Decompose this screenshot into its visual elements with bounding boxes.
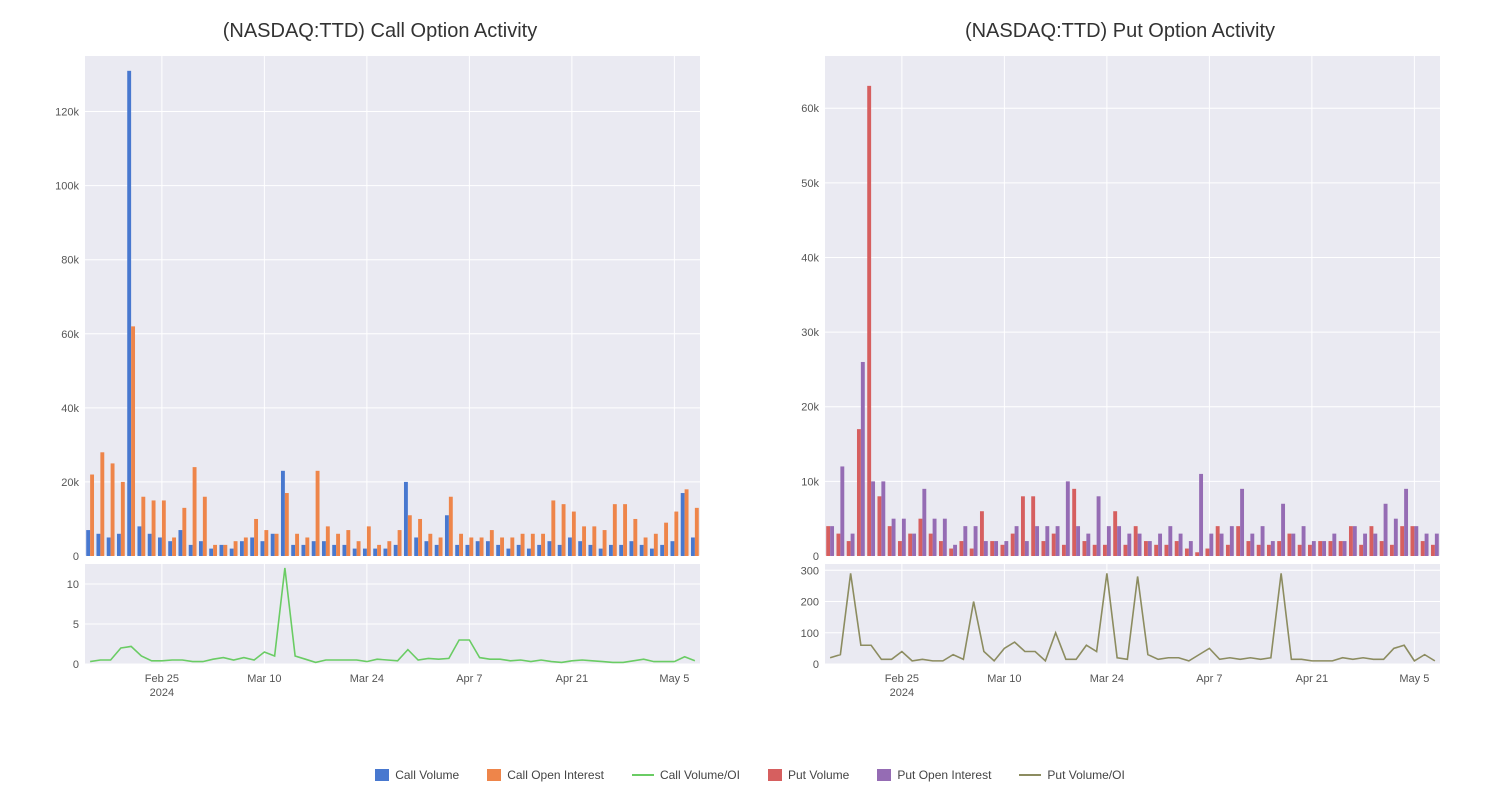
svg-text:Mar 10: Mar 10 xyxy=(987,673,1021,685)
svg-text:100k: 100k xyxy=(55,181,79,193)
legend-item: Put Open Interest xyxy=(877,768,991,782)
svg-text:May 5: May 5 xyxy=(1399,673,1429,685)
svg-text:Mar 24: Mar 24 xyxy=(350,673,384,685)
legend-swatch-rect xyxy=(768,769,782,781)
put-chart-column: (NASDAQ:TTD) Put Option Activity 0 10k 20k… xyxy=(770,20,1470,758)
svg-text:100: 100 xyxy=(801,628,819,640)
svg-text:300: 300 xyxy=(801,565,819,577)
legend-item: Put Volume/OI xyxy=(1019,768,1124,782)
svg-text:40k: 40k xyxy=(61,403,79,415)
svg-text:5: 5 xyxy=(73,619,79,631)
legend-item: Call Volume/OI xyxy=(632,768,740,782)
call-chart-column: (NASDAQ:TTD) Call Option Activity 0 20k 40… xyxy=(30,20,730,758)
svg-text:0: 0 xyxy=(813,659,819,671)
put-chart-plot: 0 10k 20k 30k 40k 50k 60k 0 100 200 300 Feb 25 Mar 1… xyxy=(770,51,1470,758)
legend-item: Call Open Interest xyxy=(487,768,604,782)
svg-text:Apr 21: Apr 21 xyxy=(556,673,588,685)
svg-text:2024: 2024 xyxy=(890,687,914,699)
svg-text:0: 0 xyxy=(813,551,819,563)
svg-text:200: 200 xyxy=(801,597,819,609)
legend-swatch-rect xyxy=(375,769,389,781)
svg-text:120k: 120k xyxy=(55,107,79,119)
svg-text:0: 0 xyxy=(73,551,79,563)
legend-label: Call Volume/OI xyxy=(660,768,740,782)
legend-item: Call Volume xyxy=(375,768,459,782)
put-chart-title: (NASDAQ:TTD) Put Option Activity xyxy=(770,20,1470,43)
svg-text:40k: 40k xyxy=(801,252,819,264)
legend-label: Call Volume xyxy=(395,768,459,782)
svg-text:30k: 30k xyxy=(801,327,819,339)
call-chart-title: (NASDAQ:TTD) Call Option Activity xyxy=(30,20,730,43)
legend-item: Put Volume xyxy=(768,768,849,782)
svg-text:60k: 60k xyxy=(801,103,819,115)
svg-text:Apr 21: Apr 21 xyxy=(1296,673,1328,685)
legend-swatch-rect xyxy=(877,769,891,781)
legend-swatch-line xyxy=(632,774,654,776)
svg-text:Feb 25: Feb 25 xyxy=(885,673,919,685)
svg-text:20k: 20k xyxy=(801,402,819,414)
legend: Call Volume Call Open Interest Call Volume… xyxy=(0,758,1500,800)
legend-swatch-line xyxy=(1019,774,1041,776)
svg-text:Feb 25: Feb 25 xyxy=(145,673,179,685)
svg-text:10: 10 xyxy=(67,579,79,591)
svg-text:60k: 60k xyxy=(61,329,79,341)
svg-text:10k: 10k xyxy=(801,476,819,488)
call-chart-plot: 0 20k 40k 60k 80k 100k 120k 0 5 10 Feb 25 Mar 10 Mar… xyxy=(30,51,730,758)
svg-text:20k: 20k xyxy=(61,477,79,489)
svg-text:50k: 50k xyxy=(801,178,819,190)
svg-text:Apr 7: Apr 7 xyxy=(456,673,482,685)
svg-text:80k: 80k xyxy=(61,255,79,267)
legend-label: Put Volume xyxy=(788,768,849,782)
charts-row: (NASDAQ:TTD) Call Option Activity 0 20k 40… xyxy=(0,0,1500,758)
svg-text:Mar 10: Mar 10 xyxy=(247,673,281,685)
legend-label: Call Open Interest xyxy=(507,768,604,782)
chart-container: (NASDAQ:TTD) Call Option Activity 0 20k 40… xyxy=(0,0,1500,800)
svg-text:May 5: May 5 xyxy=(659,673,689,685)
svg-text:Mar 24: Mar 24 xyxy=(1090,673,1124,685)
svg-text:Apr 7: Apr 7 xyxy=(1196,673,1222,685)
svg-text:2024: 2024 xyxy=(150,687,174,699)
legend-label: Put Open Interest xyxy=(897,768,991,782)
legend-swatch-rect xyxy=(487,769,501,781)
svg-text:0: 0 xyxy=(73,659,79,671)
legend-label: Put Volume/OI xyxy=(1047,768,1124,782)
